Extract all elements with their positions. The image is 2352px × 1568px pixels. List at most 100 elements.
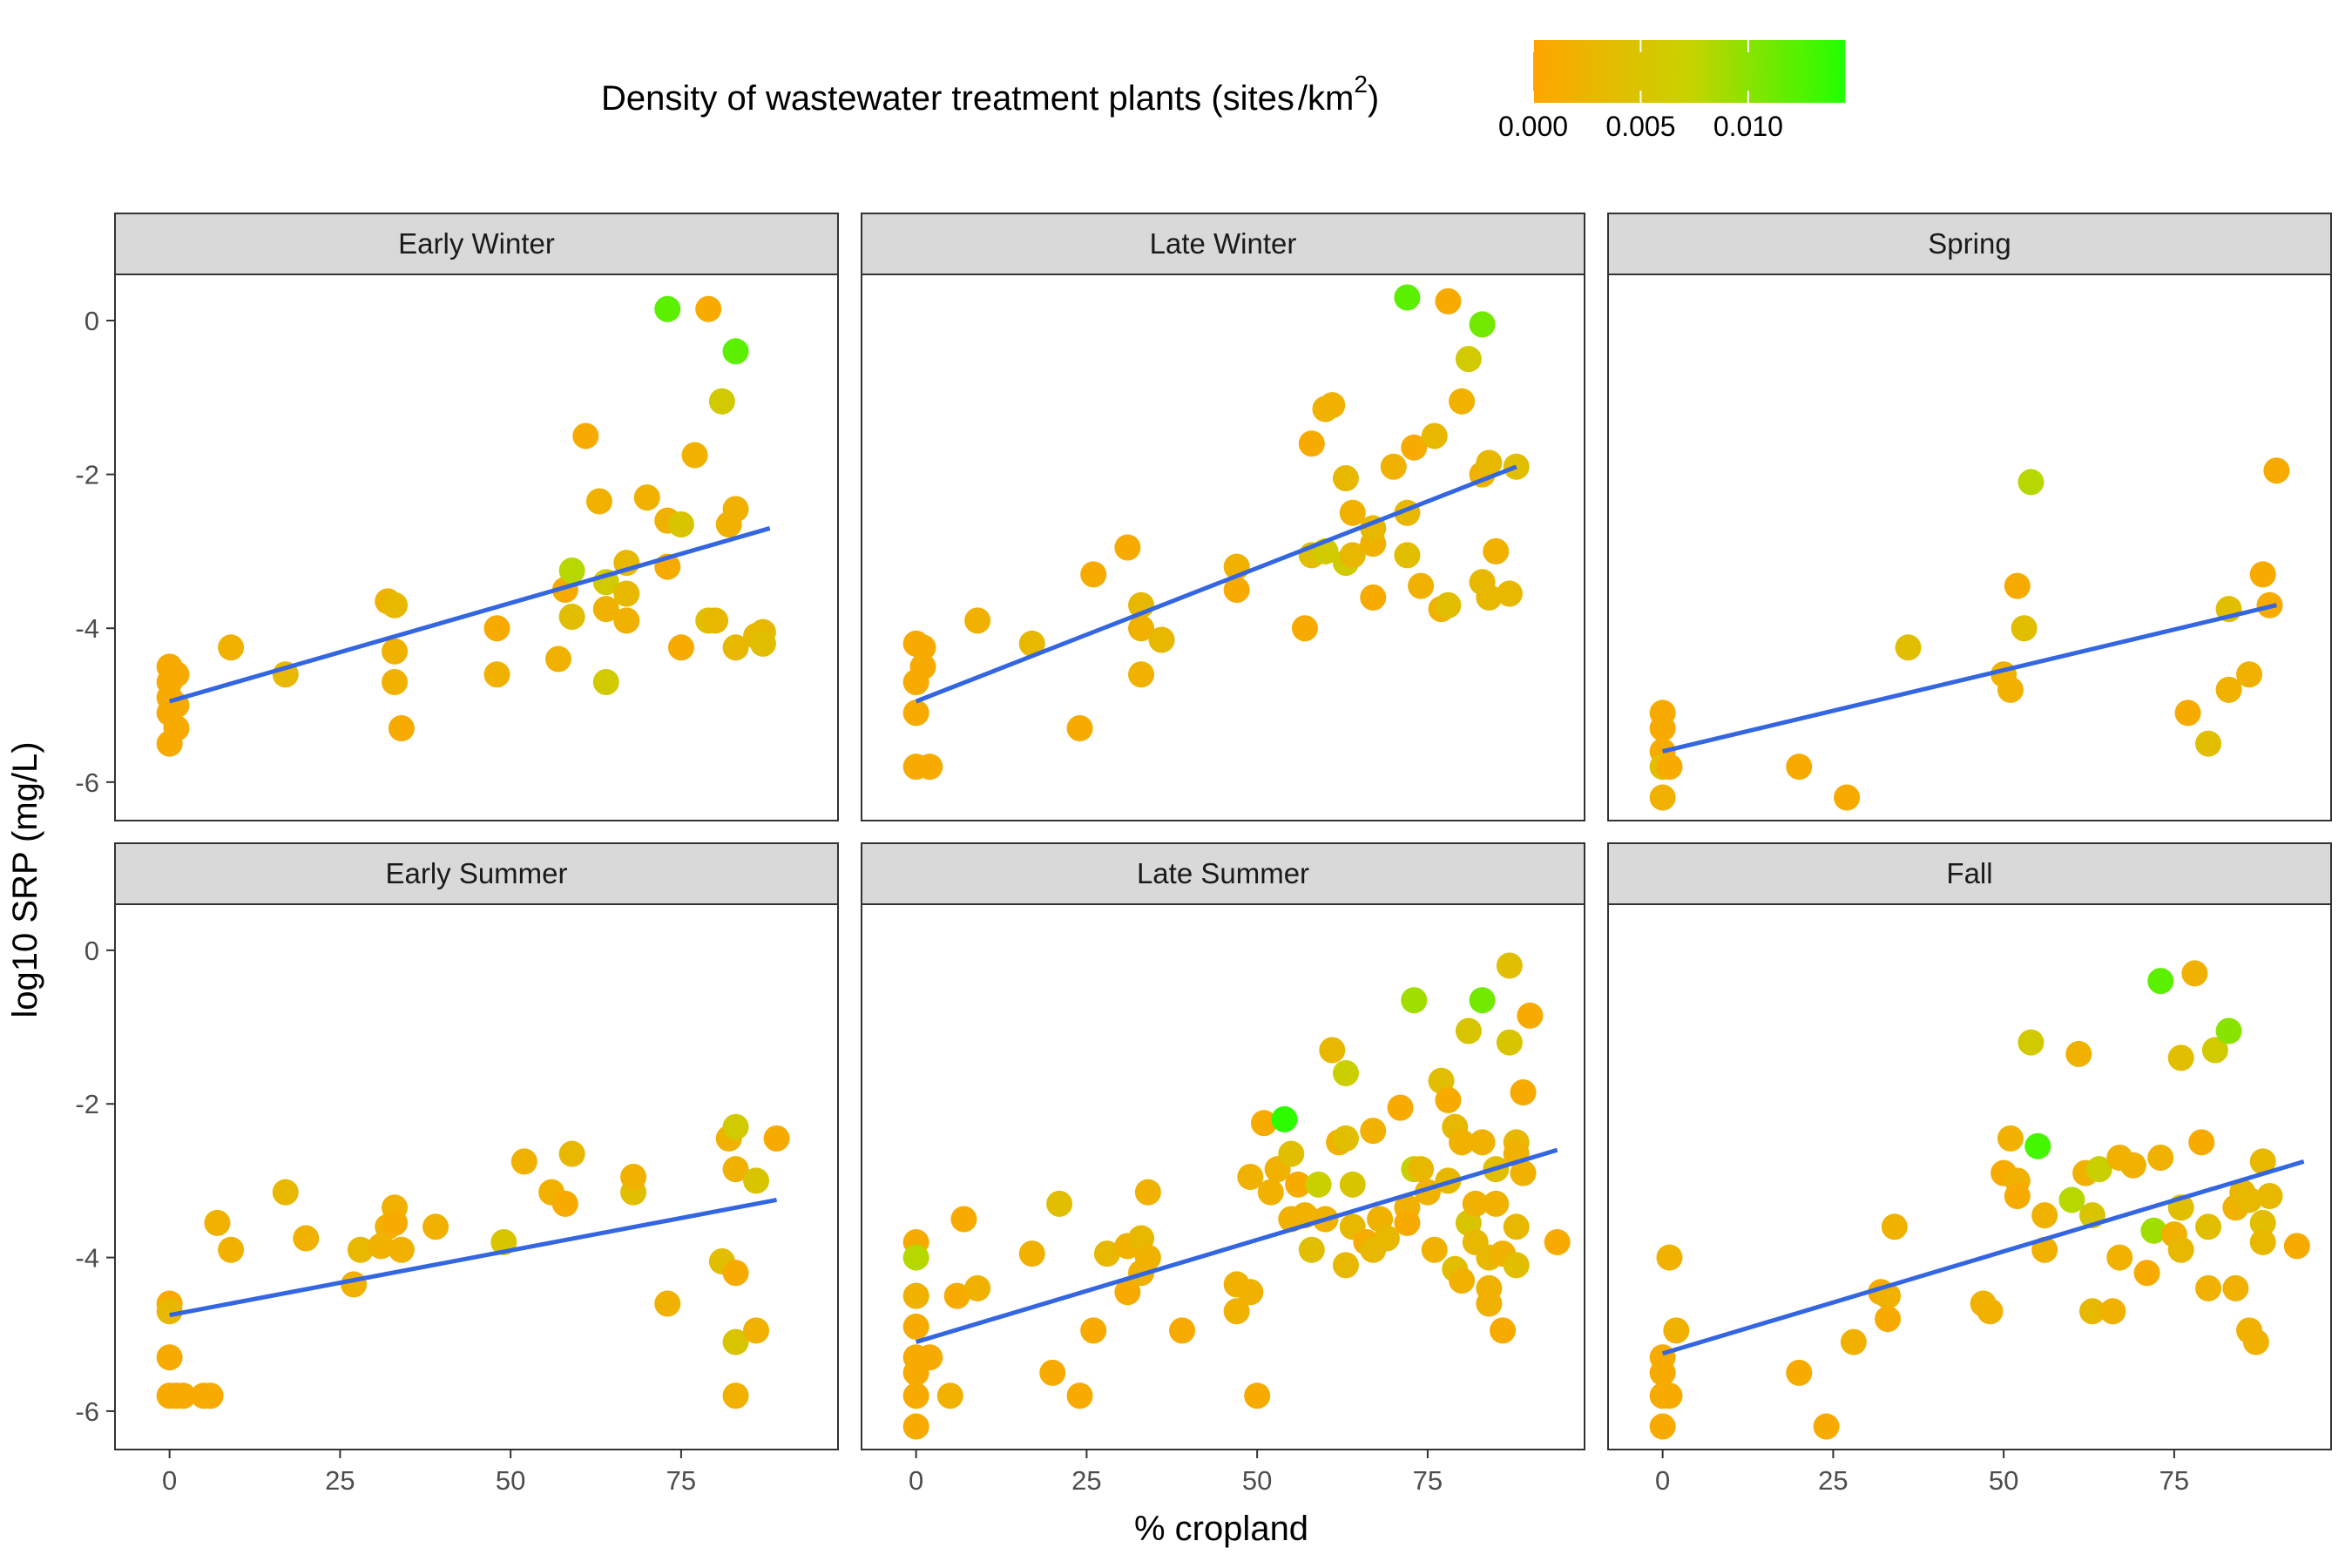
data-point [2249,1148,2276,1175]
data-point [2195,730,2222,757]
data-point [1271,1105,1298,1132]
y-tick-label: -6 [75,1396,99,1427]
data-point [2249,1228,2276,1255]
data-point [2201,1037,2228,1064]
data-point [2004,572,2031,599]
x-tick-label: 0 [1655,1465,1670,1496]
panel-border [114,903,839,1450]
data-point [1148,626,1175,653]
data-point [558,1140,585,1167]
legend-title-main: Density of wastewater treatment plants (… [601,79,1294,118]
data-point [2181,960,2208,987]
data-point [2222,1274,2249,1301]
data-point [1510,1159,1537,1186]
data-point [964,607,991,634]
data-point [2256,1183,2283,1210]
data-point [382,1209,409,1236]
data-point [722,1113,749,1140]
data-point [2167,1236,2194,1263]
data-point [2031,1202,2058,1229]
legend-tick-label: 0.005 [1605,111,1675,142]
data-point [2065,1040,2092,1067]
data-point [909,634,936,661]
data-point [743,1317,770,1344]
data-point [1517,1002,1544,1029]
data-point [422,1213,449,1240]
data-point [2147,1144,2174,1171]
facet-strip-label: Late Summer [1137,857,1309,889]
data-point [1080,561,1107,588]
data-point [2017,1029,2044,1056]
data-point [902,1413,929,1440]
facet-strip-label: Late Winter [1150,227,1297,260]
data-point [1510,1079,1537,1106]
data-point [2249,1209,2276,1236]
legend-title-slash: / [1298,79,1308,118]
data-point [2236,1186,2263,1213]
data-point [1881,1213,1908,1240]
data-point [1332,465,1359,492]
data-point [2249,561,2276,588]
data-point [1977,1298,2004,1325]
data-point [2236,661,2263,688]
panel-late-summer: Late Summer 0 25 50 75 [861,842,1585,1496]
data-point [544,645,571,672]
data-point [1786,754,1813,781]
data-point [722,1260,749,1287]
facet-strip [114,213,839,275]
data-point [2004,1183,2031,1210]
trend-line [915,1147,1558,1344]
data-point [1476,449,1503,476]
legend-title-close: ) [1368,79,1379,118]
data-point [1169,1317,1196,1344]
points-fall [1649,960,2310,1440]
data-point [1134,1179,1161,1206]
data-point [1373,1225,1400,1252]
data-point [1656,754,1683,781]
data-point [1128,615,1155,642]
data-point [1997,676,2024,703]
panel-spring: Spring [1607,213,2332,821]
data-point [943,1282,970,1309]
data-point [1223,1298,1250,1325]
data-point [620,1164,647,1190]
data-point [722,496,749,523]
data-point [1496,1029,1523,1056]
y-tick-label: -4 [75,613,99,644]
data-point [1435,591,1462,618]
data-point [1483,537,1510,564]
y-tick-label: -2 [75,1089,99,1119]
data-point [1490,1317,1517,1344]
data-point [388,715,415,742]
data-point [2195,1274,2222,1301]
data-point [722,1328,749,1355]
data-point [2147,968,2174,995]
trend-line [169,1197,777,1318]
data-point [1435,1086,1462,1113]
data-point [382,638,409,665]
data-point [1080,1317,1107,1344]
data-point [1114,1279,1141,1306]
data-point [1039,1359,1066,1386]
data-point [1503,1252,1530,1279]
data-point [293,1225,320,1252]
panel-late-winter: Late Winter [861,213,1585,821]
data-point [1834,784,1861,811]
legend-title-unit: km [1308,79,1354,118]
data-point [2215,676,2242,703]
data-point [218,634,245,661]
data-point [1408,1156,1435,1183]
panel-border [114,274,839,821]
points-early-summer [156,1113,790,1409]
x-tick-label: 50 [496,1465,525,1496]
data-point [1223,577,1250,604]
x-tick-label: 25 [325,1465,355,1496]
data-point [1656,1244,1683,1271]
data-point [272,1179,299,1206]
data-point [1319,392,1346,419]
data-point [2283,1233,2310,1260]
data-point [909,653,936,680]
facet-strip-label: Spring [1928,227,2011,260]
data-point [1114,534,1141,561]
